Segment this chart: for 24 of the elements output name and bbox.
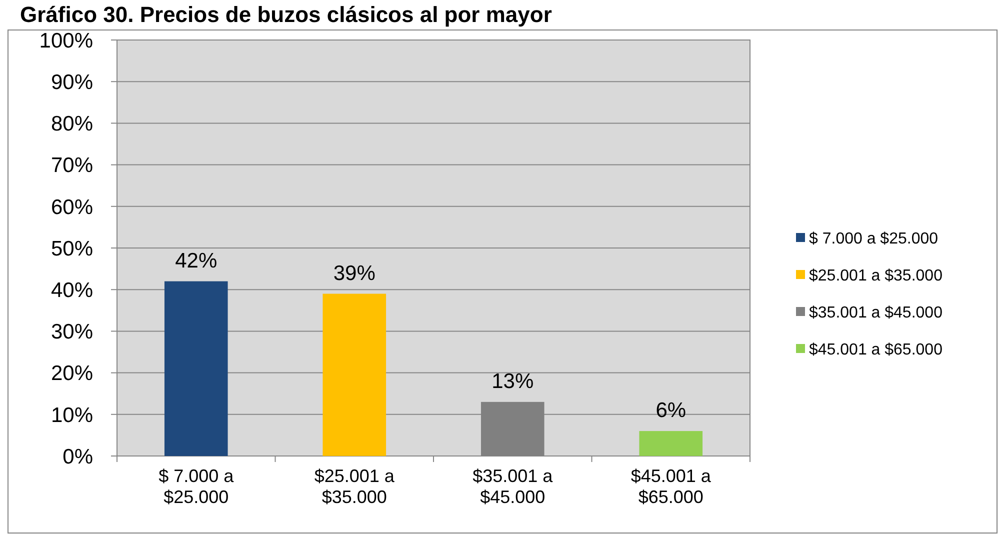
y-tick-label: 30% — [50, 320, 93, 344]
chart-title: Gráfico 30. Precios de buzos clásicos al por mayor — [20, 2, 552, 27]
x-tick-label: $ 7.000 a $25.000 — [158, 466, 235, 507]
x-tick-label: $35.001 a $45.000 — [472, 466, 554, 507]
legend-label: $ 7.000 a $25.000 — [809, 230, 938, 248]
y-tick-label: 0% — [62, 445, 93, 468]
x-tick-label: $45.001 a $65.000 — [630, 466, 712, 507]
legend-label: $25.001 a $35.000 — [809, 268, 943, 285]
y-tick-label: 70% — [50, 154, 93, 178]
y-tick-label: 20% — [50, 362, 93, 386]
legend-label: $35.001 a $45.000 — [809, 304, 943, 322]
legend-label: $45.001 a $65.000 — [809, 342, 943, 359]
y-tick-label: 40% — [50, 278, 93, 302]
y-tick-label: 80% — [50, 112, 93, 136]
data-label: 13% — [492, 370, 534, 393]
y-tick-label: 50% — [50, 237, 93, 260]
y-tick-label: 10% — [50, 404, 93, 427]
y-tick-label: 90% — [50, 70, 93, 94]
x-tick-label: $25.001 a $35.000 — [314, 466, 396, 507]
data-label: 42% — [175, 249, 218, 272]
data-label: 39% — [333, 262, 376, 285]
data-label: 6% — [656, 399, 686, 422]
y-tick-label: 100% — [39, 29, 93, 52]
y-tick-label: 60% — [50, 196, 93, 219]
